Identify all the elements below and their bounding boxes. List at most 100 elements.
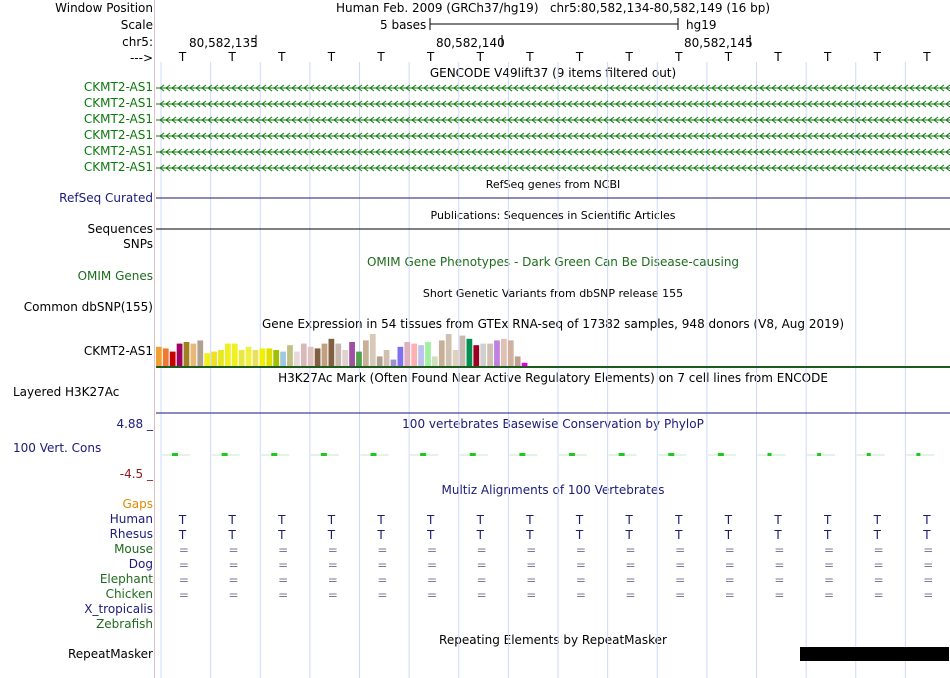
alignment-base: T: [525, 513, 534, 527]
gaps-label[interactable]: Gaps: [122, 497, 153, 511]
species-label[interactable]: Zebrafish: [96, 617, 153, 631]
base-letter: T: [376, 50, 385, 64]
gtex-tissue-bar: [383, 350, 390, 366]
alignment-base: =: [675, 573, 685, 587]
gtex-tissue-bar: [190, 343, 197, 366]
cons-score-bar: [221, 453, 228, 456]
cons-min-label: -4.5 _: [119, 467, 153, 481]
gencode-item-label[interactable]: CKMT2-AS1: [83, 144, 153, 158]
gtex-tissue-bar: [376, 356, 383, 366]
gtex-tissue-bar: [514, 356, 521, 366]
alignment-base: T: [178, 528, 187, 542]
alignment-base: T: [575, 513, 584, 527]
gencode-item-label[interactable]: CKMT2-AS1: [83, 128, 153, 142]
alignment-base: T: [823, 528, 832, 542]
gtex-tissue-bar: [294, 351, 300, 366]
h3k27ac-label[interactable]: Layered H3K27Ac: [13, 385, 120, 399]
gtex-tissue-bar: [432, 356, 438, 366]
gtex-tissue-bar: [369, 334, 376, 366]
gtex-tissue-bar: [280, 351, 286, 366]
species-label[interactable]: Rhesus: [109, 527, 153, 541]
multiz-title: Multiz Alignments of 100 Vertebrates: [441, 483, 665, 497]
cons-score-bar: [916, 453, 921, 456]
repeatmasker-label[interactable]: RepeatMasker: [67, 647, 153, 661]
dbsnp-title: Short Genetic Variants from dbSNP releas…: [422, 287, 684, 300]
alignment-base: T: [724, 528, 733, 542]
alignment-base: T: [376, 513, 385, 527]
gencode-item-label[interactable]: CKMT2-AS1: [83, 112, 153, 126]
strand-arrows: [159, 132, 950, 140]
gtex-tissue-bar: [452, 350, 459, 366]
alignment-base: =: [576, 588, 586, 602]
gtex-tissue-bar: [335, 343, 342, 366]
alignment-base: T: [376, 528, 385, 542]
alignment-base: =: [228, 543, 238, 557]
gtex-tissue-bar: [231, 343, 238, 366]
species-label[interactable]: X_tropicalis: [84, 602, 153, 616]
cons-title: 100 vertebrates Basewise Conservation by…: [402, 417, 704, 431]
species-label[interactable]: Mouse: [114, 542, 153, 556]
alignment-base: T: [674, 513, 683, 527]
species-label[interactable]: Dog: [128, 557, 153, 571]
gencode-item-label[interactable]: CKMT2-AS1: [83, 96, 153, 110]
alignment-base: =: [725, 543, 735, 557]
refseq-title: RefSeq genes from NCBI: [485, 178, 621, 191]
alignment-base: =: [427, 558, 437, 572]
gtex-tissue-bar: [390, 359, 397, 366]
alignment-base: T: [724, 513, 733, 527]
alignment-base: =: [923, 588, 933, 602]
omim-title: OMIM Gene Phenotypes - Dark Green Can Be…: [366, 255, 740, 269]
gtex-tissue-bar: [501, 338, 507, 366]
alignment-base: T: [476, 528, 485, 542]
cons-score-bar: [866, 453, 871, 456]
species-label[interactable]: Elephant: [99, 572, 153, 586]
species-label[interactable]: Chicken: [105, 587, 153, 601]
strand-arrows: [159, 148, 950, 156]
coord-label: 80,582,140: [436, 36, 505, 50]
alignment-base: =: [526, 588, 536, 602]
gtex-tissue-bar: [494, 340, 500, 366]
alignment-base: =: [824, 558, 834, 572]
alignment-base: T: [227, 513, 236, 527]
cons-score-bar: [618, 453, 625, 456]
dbsnp-label[interactable]: Common dbSNP(155): [23, 300, 153, 314]
gtex-tissue-bar: [321, 343, 328, 366]
alignment-base: =: [328, 588, 338, 602]
gtex-title: Gene Expression in 54 tissues from GTEx …: [261, 317, 845, 331]
base-letter: T: [873, 50, 882, 64]
cons-score-bar: [320, 453, 327, 456]
alignment-base: =: [278, 573, 288, 587]
omim-label[interactable]: OMIM Genes: [77, 269, 153, 283]
alignment-base: =: [377, 573, 387, 587]
alignment-base: =: [179, 558, 189, 572]
alignment-base: =: [328, 573, 338, 587]
alignment-base: =: [427, 543, 437, 557]
alignment-base: T: [773, 513, 782, 527]
alignment-base: T: [327, 528, 336, 542]
alignment-base: T: [178, 513, 187, 527]
alignment-base: =: [228, 558, 238, 572]
gtex-tissue-bar: [245, 346, 252, 366]
cons-score-bar: [469, 453, 476, 456]
gtex-label[interactable]: CKMT2-AS1: [83, 344, 153, 358]
cons-label[interactable]: 100 Vert. Cons: [13, 441, 102, 455]
base-letter: T: [327, 50, 336, 64]
strand-arrows: [159, 100, 950, 108]
gtex-tissue-bar: [445, 334, 452, 366]
cons-score-bar: [668, 453, 675, 456]
gencode-item-label[interactable]: CKMT2-AS1: [83, 80, 153, 94]
base-letter: T: [922, 50, 931, 64]
gtex-tissue-bar: [307, 346, 314, 366]
refseq-label[interactable]: RefSeq Curated: [59, 191, 153, 205]
alignment-base: =: [477, 558, 487, 572]
gtex-tissue-bar: [218, 350, 224, 366]
gtex-tissue-bar: [507, 340, 514, 366]
alignment-base: T: [277, 513, 286, 527]
species-label[interactable]: Human: [109, 512, 153, 526]
gencode-item-label[interactable]: CKMT2-AS1: [83, 160, 153, 174]
publications-label[interactable]: Sequences: [87, 222, 153, 236]
snps-label[interactable]: SNPs: [123, 237, 153, 251]
alignment-base: T: [525, 528, 534, 542]
alignment-base: =: [427, 588, 437, 602]
